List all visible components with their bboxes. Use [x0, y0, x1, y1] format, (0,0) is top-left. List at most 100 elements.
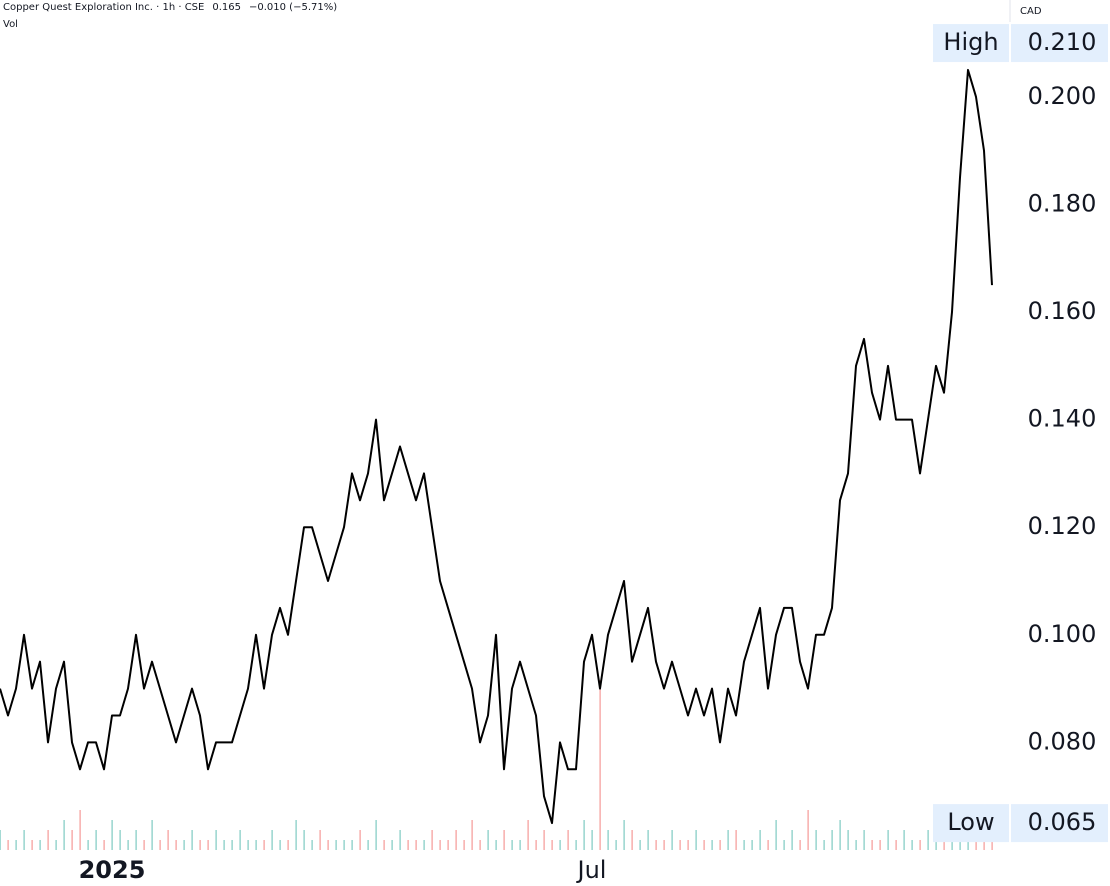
volume-bar [711, 840, 713, 850]
volume-bar [519, 840, 521, 850]
y-tick-label: 0.180 [1028, 189, 1097, 217]
volume-bar [943, 840, 945, 850]
volume-bar [471, 820, 473, 850]
volume-bar [455, 830, 457, 850]
volume-bar [111, 820, 113, 850]
volume-bar [895, 840, 897, 850]
volume-bar [991, 840, 993, 850]
volume-bar [303, 830, 305, 850]
low-value: 0.065 [1028, 808, 1097, 836]
volume-bar [143, 840, 145, 850]
y-tick-label: 0.080 [1028, 727, 1097, 755]
volume-bar [967, 840, 969, 850]
chart-title: Copper Quest Exploration Inc. · 1h · CSE… [3, 2, 337, 13]
volume-bar [295, 820, 297, 850]
volume-bar [335, 840, 337, 850]
volume-bar [503, 830, 505, 850]
volume-bar [0, 830, 1, 850]
volume-bar [767, 840, 769, 850]
volume-bar [791, 830, 793, 850]
high-label-box [933, 24, 1009, 63]
volume-bar [759, 830, 761, 850]
y-tick-label: 0.160 [1028, 297, 1097, 325]
volume-bar [39, 840, 41, 850]
volume-bar [63, 820, 65, 850]
volume-bar [775, 820, 777, 850]
volume-bar [311, 840, 313, 850]
volume-bar [7, 840, 9, 850]
volume-bar [231, 840, 233, 850]
volume-bar [359, 830, 361, 850]
volume-bar [71, 830, 73, 850]
volume-bar [239, 830, 241, 850]
volume-bar [391, 840, 393, 850]
volume-bar [351, 840, 353, 850]
volume-bar [103, 840, 105, 850]
volume-bar [495, 840, 497, 850]
volume-bar [119, 830, 121, 850]
x-tick-label: Jul [576, 856, 607, 884]
volume-bar [855, 840, 857, 850]
volume-bar [375, 820, 377, 850]
volume-bar [807, 810, 809, 850]
volume-bar [279, 840, 281, 850]
y-tick-label: 0.100 [1028, 620, 1097, 648]
last-price: 0.165 [212, 2, 241, 13]
volume-bar [183, 840, 185, 850]
low-label-box [933, 804, 1009, 843]
volume-bar [287, 840, 289, 850]
volume-bar [135, 830, 137, 850]
volume-bar [655, 840, 657, 850]
volume-bar [671, 830, 673, 850]
volume-bar [255, 840, 257, 850]
volume-bar [327, 840, 329, 850]
volume-bar [951, 840, 953, 850]
volume-label: Vol [3, 19, 18, 30]
volume-bar [159, 840, 161, 850]
y-tick-label: 0.140 [1028, 405, 1097, 433]
volume-bar [871, 840, 873, 850]
volume-bar [87, 840, 89, 850]
volume-bar [551, 840, 553, 850]
volume-bar [383, 840, 385, 850]
volume-bar [631, 830, 633, 850]
price-change: −0.010 (−5.71%) [249, 2, 337, 13]
volume-bar [687, 840, 689, 850]
volume-bar [927, 830, 929, 850]
volume-bar [727, 830, 729, 850]
volume-bar [79, 810, 81, 850]
volume-bar [695, 830, 697, 850]
volume-bar [663, 840, 665, 850]
volume-bar [543, 830, 545, 850]
volume-bar [839, 820, 841, 850]
volume-bar [743, 840, 745, 850]
volume-bar [463, 840, 465, 850]
high-label: High [943, 28, 998, 56]
low-value-box [1011, 804, 1108, 843]
volume-bar [127, 840, 129, 850]
volume-bar [167, 830, 169, 850]
volume-bar [719, 840, 721, 850]
volume-bar [911, 840, 913, 850]
volume-bar [983, 840, 985, 850]
volume-bar [831, 830, 833, 850]
volume-bar [935, 840, 937, 850]
volume-bar [591, 830, 593, 850]
volume-bar [647, 830, 649, 850]
x-tick-label: 2025 [79, 856, 146, 884]
volume-bar [887, 830, 889, 850]
volume-bar [487, 830, 489, 850]
volume-bar [407, 840, 409, 850]
high-value: 0.210 [1028, 28, 1097, 56]
volume-bar [399, 830, 401, 850]
volume-bar [175, 840, 177, 850]
volume-bar [271, 830, 273, 850]
volume-bar [583, 820, 585, 850]
volume-bar [863, 830, 865, 850]
volume-bar [575, 840, 577, 850]
volume-bar [55, 840, 57, 850]
volume-bar [567, 830, 569, 850]
volume-bar [879, 840, 881, 850]
